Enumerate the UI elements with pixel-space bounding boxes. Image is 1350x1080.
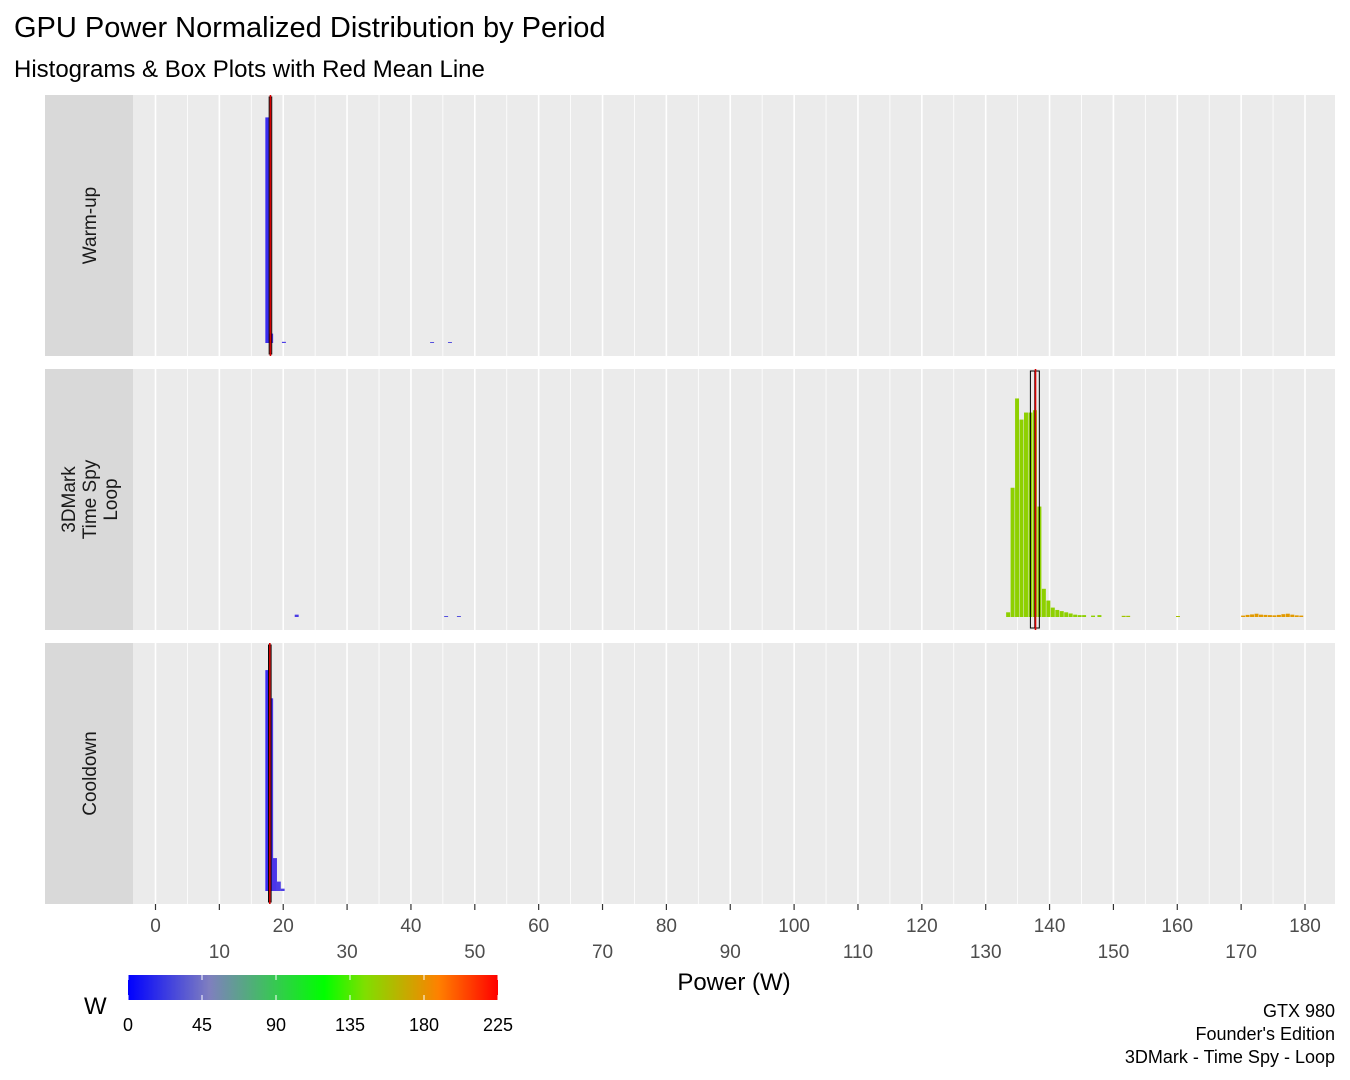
x-tick-label: 10: [209, 942, 230, 963]
histogram-bar: [1254, 613, 1259, 617]
histogram-bar: [294, 614, 299, 617]
x-tick-label: 70: [592, 942, 613, 963]
histogram-bar: [1068, 613, 1073, 617]
panel-strip-label: Warm-up: [80, 187, 101, 264]
chart-title: GPU Power Normalized Distribution by Per…: [14, 12, 606, 44]
histogram-bar: [1272, 615, 1277, 617]
panel-strip: [45, 369, 133, 630]
histogram-bar: [430, 342, 435, 343]
panel-strip-label: 3DMark: [59, 466, 80, 533]
panel-3: Cooldown: [45, 643, 1335, 904]
histogram-bar: [1019, 419, 1024, 617]
caption: GTX 980 Founder's Edition 3DMark - Time Sp…: [1125, 1001, 1335, 1067]
histogram-bar: [1121, 615, 1126, 617]
histogram-bar: [1024, 412, 1028, 617]
x-tick-label: 100: [778, 916, 810, 937]
x-tick-label: 130: [970, 942, 1002, 963]
x-axis-ticks: 0 20 40 60 80 100 120 140 160 180 10 30 50 70 90 110 130…: [150, 904, 1321, 963]
x-axis-title: Power (W): [677, 969, 790, 996]
color-legend: W 0 45 90 135 180 225: [84, 975, 513, 1035]
panel-strip: [45, 643, 133, 904]
histogram-bar: [1285, 613, 1290, 617]
x-tick-label: 40: [400, 916, 421, 937]
histogram-bar: [1281, 614, 1286, 617]
legend-tick-label: 90: [266, 1015, 286, 1035]
histogram-bar: [1010, 487, 1015, 617]
histogram-bar: [1015, 398, 1020, 617]
legend-colorbar: [128, 975, 498, 1000]
x-tick-label: 60: [528, 916, 549, 937]
histogram-bar: [1294, 615, 1299, 617]
histogram-bar: [1073, 614, 1078, 617]
chart-subtitle: Histograms & Box Plots with Red Mean Lin…: [14, 56, 485, 83]
caption-line: 3DMark - Time Spy - Loop: [1125, 1047, 1335, 1067]
histogram-bar: [1245, 614, 1250, 617]
histogram-bar: [1006, 612, 1011, 617]
x-tick-label: 180: [1289, 916, 1321, 937]
panels: Warm-up 3DMark Time Spy Loop Cooldown: [45, 95, 1335, 904]
histogram-bar: [1064, 612, 1069, 617]
histogram-bar: [456, 616, 461, 617]
panel-1: Warm-up: [45, 95, 1335, 356]
histogram-bar: [1077, 615, 1082, 617]
caption-line: Founder's Edition: [1195, 1024, 1335, 1044]
histogram-bar: [1050, 607, 1055, 617]
legend-tick-label: 0: [123, 1015, 133, 1035]
histogram-bar: [1046, 600, 1051, 617]
x-tick-label: 140: [1034, 916, 1066, 937]
histogram-bar: [1290, 614, 1295, 617]
histogram-bar: [273, 858, 277, 891]
panel-strip-label: Time Spy: [80, 459, 101, 539]
legend-tick-label: 135: [335, 1015, 365, 1035]
histogram-bar: [276, 881, 281, 891]
x-tick-label: 50: [464, 942, 485, 963]
panel-2: 3DMark Time Spy Loop: [45, 369, 1335, 630]
histogram-bar: [281, 341, 286, 343]
x-tick-label: 160: [1161, 916, 1193, 937]
histogram-bar: [265, 117, 270, 344]
x-tick-label: 0: [150, 916, 161, 937]
caption-line: GTX 980: [1263, 1001, 1335, 1021]
panel-strip: [45, 95, 133, 356]
histogram-bar: [1059, 611, 1064, 617]
panel-background: [133, 95, 1335, 356]
panel-strip-label: Loop: [101, 478, 122, 520]
legend-tick-label: 45: [192, 1015, 212, 1035]
histogram-bar: [1097, 615, 1102, 617]
panel-background: [133, 369, 1335, 630]
legend-tick-label: 180: [409, 1015, 439, 1035]
histogram-bar: [1263, 614, 1268, 617]
histogram-bar: [1267, 615, 1272, 617]
histogram-bar: [1250, 614, 1255, 617]
histogram-bar: [1299, 615, 1304, 617]
histogram-bar: [1259, 614, 1263, 617]
histogram-bar: [1126, 615, 1131, 617]
legend-tick-label: 225: [483, 1015, 513, 1035]
x-tick-label: 150: [1098, 942, 1130, 963]
histogram-bar: [1082, 615, 1087, 617]
x-tick-label: 90: [720, 942, 741, 963]
histogram-bar: [280, 888, 285, 891]
x-tick-label: 110: [843, 942, 873, 963]
panel-strip-label: Cooldown: [80, 731, 101, 816]
x-tick-label: 30: [337, 942, 358, 963]
histogram-bar: [444, 616, 449, 617]
histogram-bar: [1091, 615, 1096, 617]
x-tick-label: 170: [1225, 942, 1257, 963]
histogram-bar: [447, 342, 452, 343]
x-tick-label: 20: [273, 916, 294, 937]
histogram-bar: [1276, 614, 1281, 617]
legend-title: W: [84, 993, 107, 1020]
x-tick-label: 80: [656, 916, 677, 937]
x-tick-label: 120: [906, 916, 938, 937]
histogram-bar: [1176, 616, 1180, 617]
histogram-bar: [1241, 615, 1246, 617]
panel-background: [133, 643, 1335, 904]
histogram-bar: [1041, 588, 1046, 617]
histogram-bar: [1055, 609, 1060, 617]
histogram-bar: [265, 670, 270, 891]
